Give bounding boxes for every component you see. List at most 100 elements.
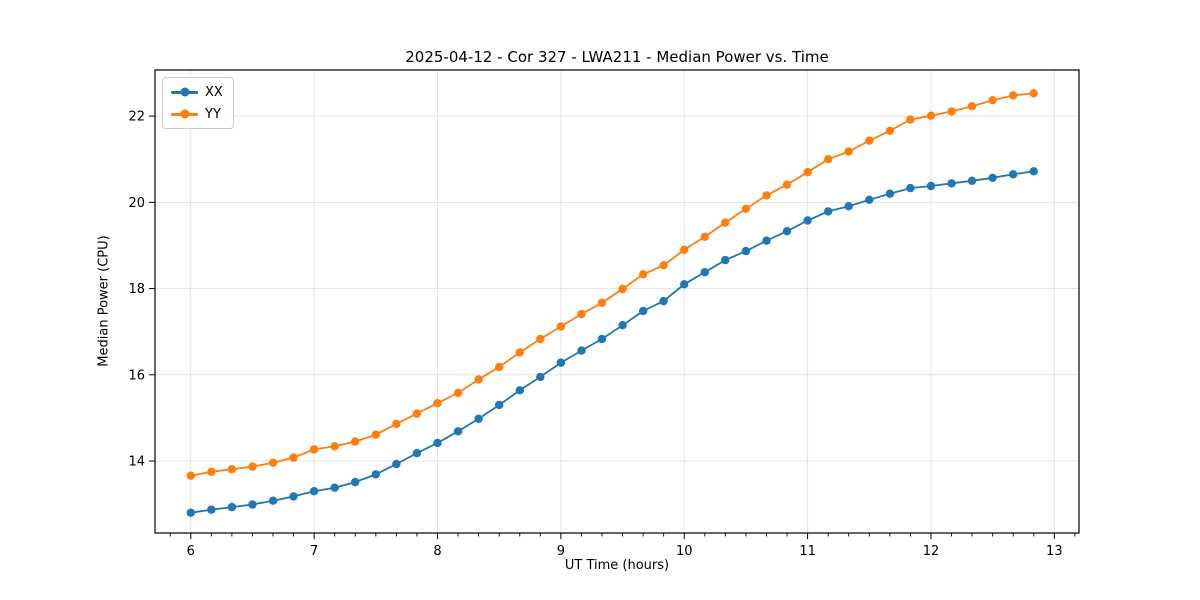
data-point-yy — [207, 467, 216, 476]
data-point-yy — [515, 348, 524, 357]
x-tick-label: 8 — [433, 544, 441, 559]
x-tick-label: 9 — [557, 544, 565, 559]
data-point-yy — [392, 419, 401, 429]
data-point-yy — [988, 96, 997, 105]
data-point-yy — [556, 322, 566, 331]
x-tick-label: 11 — [799, 544, 816, 559]
data-point-xx — [268, 496, 278, 505]
legend-label: XX — [205, 84, 223, 100]
data-point-xx — [556, 358, 566, 367]
y-tick-label: 14 — [128, 455, 145, 470]
x-tick-label: 10 — [676, 544, 693, 559]
data-point-yy — [659, 261, 668, 270]
data-point-xx — [495, 400, 504, 410]
data-point-yy — [762, 191, 771, 200]
data-point-xx — [762, 236, 771, 245]
y-axis-label: Median Power (CPU) — [96, 235, 112, 367]
data-point-yy — [639, 270, 648, 279]
data-point-yy — [371, 430, 380, 439]
data-point-xx — [700, 268, 709, 277]
data-point-xx — [289, 492, 298, 501]
data-point-yy — [803, 168, 812, 177]
data-point-yy — [1009, 91, 1018, 100]
data-point-xx — [1029, 167, 1038, 176]
data-point-xx — [207, 505, 216, 514]
data-point-yy — [947, 107, 956, 116]
data-point-xx — [515, 386, 524, 395]
data-point-xx — [803, 216, 812, 225]
data-point-yy — [597, 298, 607, 307]
data-point-yy — [186, 471, 195, 480]
data-point-yy — [885, 126, 895, 135]
data-point-xx — [824, 207, 833, 216]
data-point-xx — [865, 195, 874, 204]
x-axis-label: UT Time (hours) — [564, 558, 670, 573]
data-point-xx — [577, 346, 586, 355]
data-point-xx — [186, 508, 195, 517]
data-point-yy — [495, 362, 504, 372]
y-tick-label: 22 — [128, 110, 145, 125]
data-point-xx — [885, 189, 895, 198]
data-point-xx — [1009, 170, 1018, 179]
y-tick-label: 16 — [128, 368, 145, 383]
data-point-xx — [412, 449, 422, 458]
data-point-yy — [433, 399, 442, 408]
series-line-yy — [190, 92, 1034, 477]
data-point-xx — [392, 459, 401, 469]
x-tick-label: 7 — [310, 544, 318, 559]
data-point-yy — [782, 180, 792, 189]
data-point-xx — [453, 427, 463, 436]
data-point-yy — [967, 102, 977, 111]
data-point-yy — [474, 375, 483, 384]
data-point-xx — [330, 483, 339, 492]
data-point-xx — [988, 173, 997, 182]
data-point-xx — [721, 255, 730, 265]
data-point-xx — [906, 183, 915, 193]
legend-marker-dot-icon — [180, 109, 189, 119]
data-point-yy — [536, 334, 545, 344]
data-point-xx — [433, 438, 442, 448]
data-point-yy — [865, 136, 874, 145]
data-point-xx — [351, 477, 360, 487]
data-point-yy — [330, 442, 339, 451]
data-point-yy — [680, 245, 689, 254]
data-point-xx — [639, 306, 648, 316]
x-tick-label: 6 — [187, 544, 195, 559]
data-point-yy — [577, 309, 586, 319]
data-point-yy — [412, 409, 422, 418]
data-point-xx — [844, 202, 853, 211]
legend-line-marker-icon — [171, 109, 198, 119]
data-point-yy — [618, 284, 627, 294]
data-point-xx — [309, 487, 319, 496]
data-point-yy — [453, 388, 463, 398]
legend-marker-dot-icon — [180, 87, 189, 97]
data-point-yy — [351, 437, 360, 446]
data-point-yy — [309, 445, 319, 454]
data-point-xx — [947, 179, 956, 188]
legend-line-marker-icon — [171, 87, 198, 97]
data-point-xx — [659, 296, 668, 306]
data-point-xx — [474, 414, 483, 423]
legend-item-yy: YY — [171, 105, 223, 123]
data-point-xx — [597, 334, 607, 344]
data-point-xx — [967, 176, 977, 185]
legend-label: YY — [205, 106, 221, 122]
data-point-xx — [782, 227, 792, 236]
data-point-yy — [268, 458, 278, 467]
data-point-yy — [824, 155, 833, 164]
data-point-yy — [844, 147, 853, 156]
data-point-yy — [227, 465, 237, 474]
legend: XX YY — [162, 77, 234, 129]
y-tick-label: 18 — [128, 282, 145, 297]
chart-title: 2025-04-12 - Cor 327 - LWA211 - Median P… — [405, 48, 829, 66]
data-point-yy — [700, 232, 709, 241]
data-point-xx — [741, 246, 751, 256]
data-point-yy — [289, 453, 298, 462]
data-point-xx — [227, 502, 237, 512]
data-point-yy — [906, 115, 915, 124]
data-point-yy — [1029, 89, 1038, 98]
legend-item-xx: XX — [171, 83, 223, 101]
axes-frame — [154, 69, 1080, 534]
